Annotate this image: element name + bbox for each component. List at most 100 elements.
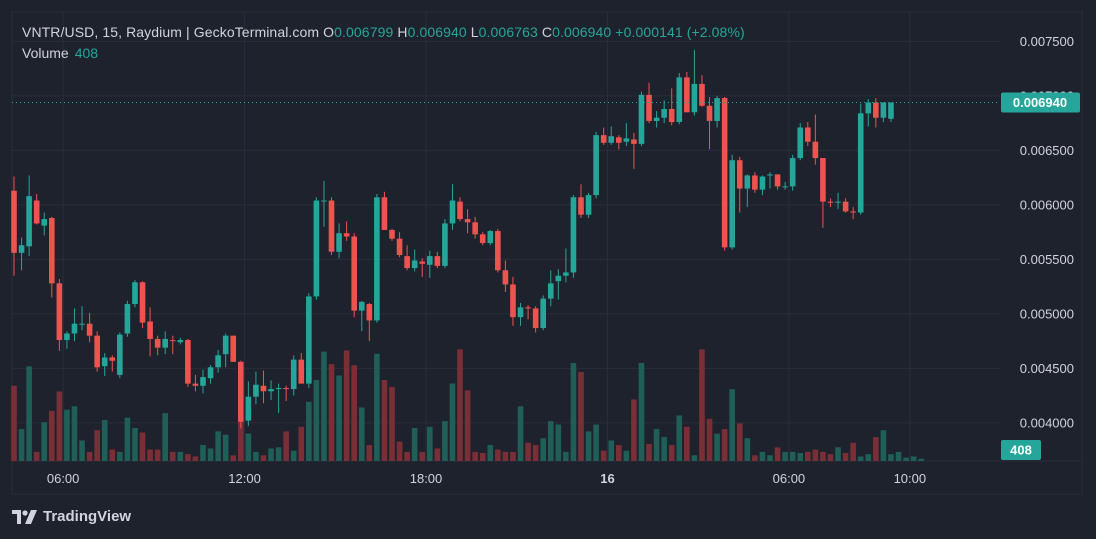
candle <box>192 374 199 392</box>
volume-bar <box>502 451 509 461</box>
candle <box>283 385 289 402</box>
volume-bar <box>336 375 342 461</box>
volume-bar <box>578 372 584 461</box>
price-tick-label: 0.007500 <box>1020 34 1074 49</box>
candle-body <box>49 217 55 284</box>
candle <box>714 95 720 128</box>
candle <box>253 371 259 405</box>
candle-body <box>600 135 607 143</box>
volume-bar <box>374 353 380 461</box>
candle <box>479 232 486 246</box>
candle <box>298 353 305 384</box>
candle <box>222 333 229 368</box>
time-tick-label: 16 <box>600 471 614 486</box>
candle <box>865 99 872 127</box>
volume-bar <box>789 451 796 461</box>
candle-body <box>56 283 63 341</box>
volume-bar <box>49 410 55 461</box>
volume-bar <box>419 451 426 461</box>
volume-bar <box>306 401 312 461</box>
price-tick-label: 0.005000 <box>1020 306 1074 321</box>
candle-body <box>374 197 380 321</box>
candle <box>64 331 70 349</box>
time-axis[interactable]: 06:00 12:00 18:00 16 06:00 10:00 <box>47 471 926 486</box>
candle-body <box>366 304 373 321</box>
candle <box>207 365 214 384</box>
volume-bar <box>668 445 675 461</box>
candle <box>366 302 373 342</box>
candle <box>661 100 667 124</box>
volume-bar <box>805 451 811 461</box>
candle-body <box>268 389 274 392</box>
volume-bar <box>18 429 25 461</box>
candle <box>215 349 221 373</box>
candle-body <box>638 94 645 144</box>
volume-bar <box>71 406 78 461</box>
candle-body <box>139 282 146 323</box>
volume-bar <box>132 427 138 461</box>
last-price-badge <box>1001 92 1080 113</box>
candle-body <box>880 102 887 118</box>
candle <box>873 98 879 128</box>
volume-bar <box>169 451 176 461</box>
candle-body <box>442 223 448 266</box>
candle <box>275 383 282 414</box>
candle-body <box>313 200 320 297</box>
candle <box>532 306 539 333</box>
candle-body <box>487 231 494 244</box>
low-label: L <box>470 24 479 40</box>
volume-bar <box>434 448 441 461</box>
volume-bar <box>411 427 418 461</box>
candle <box>139 281 146 329</box>
candle <box>706 97 713 150</box>
price-tick-label: 0.006000 <box>1020 197 1074 212</box>
volume-bar <box>585 431 592 461</box>
volume-bar <box>139 432 146 461</box>
volume-bar <box>479 453 486 461</box>
price-badges: 0.006940 408 <box>1001 92 1080 460</box>
volume-bar <box>653 429 660 461</box>
candle-body <box>563 272 569 276</box>
volume-bar <box>487 445 494 461</box>
candle-body <box>865 102 872 114</box>
candle <box>411 249 418 272</box>
volume-bar <box>162 413 168 461</box>
volume-bar <box>147 449 153 461</box>
candle <box>600 127 607 145</box>
symbol-label[interactable]: VNTR/USD, 15, Raydium | GeckoTerminal.co… <box>22 24 320 40</box>
volume-label[interactable]: Volume <box>22 45 69 61</box>
candle <box>638 91 645 147</box>
candle <box>351 233 357 318</box>
candle-body <box>555 275 562 282</box>
volume-bar <box>865 454 872 461</box>
candle-body <box>623 138 630 142</box>
candle-body <box>79 323 85 325</box>
candle-body <box>147 321 153 339</box>
candle-body <box>653 117 660 121</box>
candle-body <box>888 102 894 119</box>
volume-bar <box>608 440 615 461</box>
candle <box>812 114 819 165</box>
candle-body <box>328 200 335 252</box>
candle-body <box>306 296 312 384</box>
candle <box>464 209 471 234</box>
candle-body <box>253 384 259 397</box>
candle <box>336 223 342 259</box>
volume-bar <box>774 447 781 461</box>
candle-body <box>396 238 403 256</box>
candle <box>343 221 350 241</box>
candle <box>540 295 546 331</box>
volume-bar <box>910 456 917 461</box>
candle <box>593 131 599 199</box>
tradingview-branding[interactable]: TradingView <box>12 508 131 525</box>
candle <box>404 245 410 271</box>
candle-body <box>782 186 788 188</box>
volume-bar <box>835 447 841 461</box>
candle <box>132 280 138 308</box>
candle-body <box>691 83 698 113</box>
volume-bar <box>616 445 622 461</box>
candle-body <box>298 359 305 384</box>
candle <box>487 229 494 246</box>
branding-name: TradingView <box>43 508 132 525</box>
